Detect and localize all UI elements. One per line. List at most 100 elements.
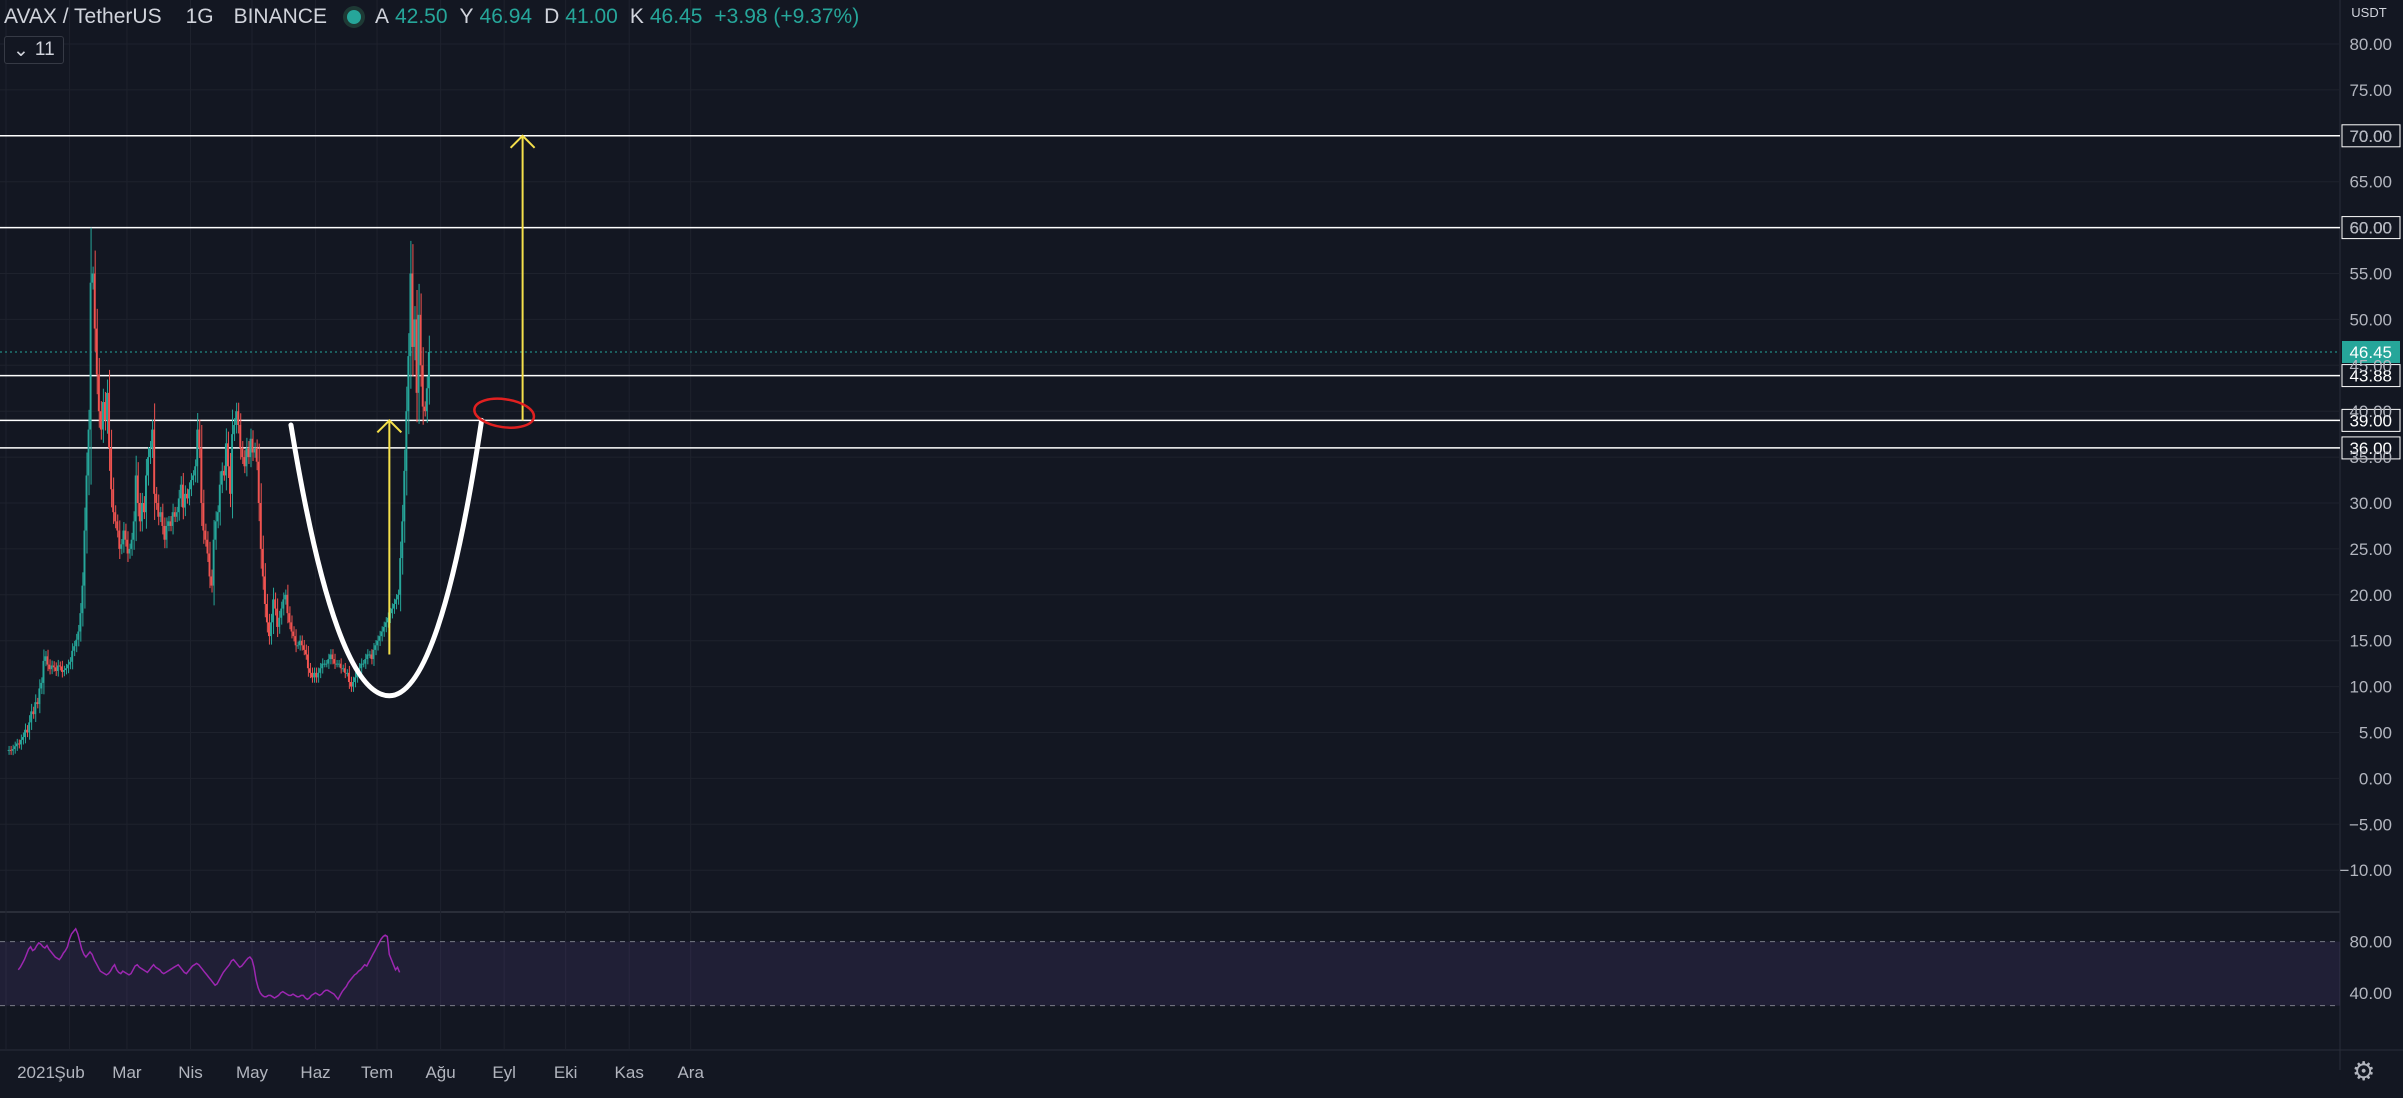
chevron-down-icon: ⌄ [13, 39, 29, 61]
candle-body [67, 664, 69, 669]
interval-label[interactable]: 1G [185, 5, 214, 28]
candle-body [77, 631, 80, 640]
price-axis[interactable]: 80.00 75.00 70.00 65.00 60.00 55.00 50.00 45.00… [2340, 35, 2392, 880]
candle-body [15, 743, 18, 747]
candle-body [56, 665, 59, 671]
candle-body [276, 608, 279, 627]
candle-body [374, 645, 377, 650]
candle-body [183, 493, 186, 508]
candle-body [104, 402, 106, 421]
candle-body [60, 666, 63, 672]
candle-body [89, 282, 92, 430]
candle-body [356, 672, 358, 678]
candle-body [411, 273, 414, 347]
candle-body [177, 498, 180, 513]
y-tick-label: 45.00 [2349, 356, 2392, 375]
candle-body [257, 461, 260, 503]
ohlc-open-value: 42.50 [394, 5, 448, 28]
y-tick-label: 50.00 [2349, 310, 2392, 329]
candle-body [368, 654, 371, 656]
candle-body [87, 429, 90, 476]
candle-body [99, 411, 102, 430]
candle-body [169, 521, 172, 526]
candle-body [19, 739, 22, 745]
time-axis[interactable]: 2021 Şub Mar Nis May Haz Tem Ağu Eyl Eki Kas Ara [17, 1063, 704, 1082]
y-tick-label: 70.00 [2349, 127, 2392, 146]
candle-body [112, 489, 115, 513]
candle-body [413, 319, 416, 347]
highlight-circle [473, 397, 536, 429]
candle-body [22, 737, 24, 740]
candle-body [321, 663, 324, 669]
candle-body [300, 640, 303, 646]
y-tick-label: 40.00 [2349, 402, 2392, 421]
candle-body [405, 411, 408, 471]
candle-body [313, 672, 315, 678]
candle-body [331, 654, 334, 660]
candle-body [212, 539, 215, 586]
level-label-box [2341, 216, 2401, 240]
candle-body [393, 603, 395, 609]
target-arrow-2-head [509, 134, 536, 149]
candle-body [155, 493, 158, 503]
candle-body [274, 599, 276, 609]
y-tick-label: 20.00 [2349, 586, 2392, 605]
candle-body [7, 749, 10, 751]
candle-body [24, 729, 26, 738]
target-arrow-1-head [376, 418, 403, 434]
y-tick-label: 0.00 [2359, 769, 2392, 788]
candle-body [292, 631, 295, 637]
candle-body [140, 503, 143, 522]
x-tick-label: Tem [361, 1063, 393, 1082]
candle-body [233, 424, 235, 435]
candle-body [63, 670, 65, 672]
candle-body [319, 668, 322, 673]
x-tick-label: Ara [677, 1063, 704, 1082]
candle-body [58, 665, 61, 667]
candle-body [352, 682, 354, 687]
level-label: 43.88 [2349, 367, 2392, 386]
candle-body [380, 631, 383, 637]
candle-body [417, 314, 420, 393]
candle-body [181, 484, 184, 508]
price-change: +3.98 (+9.37%) [714, 5, 860, 28]
candle-body [237, 411, 240, 425]
candle-body [42, 660, 45, 683]
x-tick-label: Nis [178, 1063, 203, 1082]
rsi-tick-label: 80.00 [2349, 933, 2392, 952]
candle-body [335, 663, 338, 665]
y-tick-label: −10.00 [2340, 861, 2392, 880]
candle-body [132, 521, 135, 540]
candle-body [294, 636, 297, 646]
candle-body [362, 663, 365, 665]
candle-body [188, 489, 190, 499]
candle-body [9, 749, 12, 751]
rsi-tick-label: 40.00 [2349, 984, 2392, 1003]
candle-body [11, 749, 14, 751]
candle-body [268, 622, 270, 637]
candle-body [241, 447, 244, 458]
candle-body [382, 626, 385, 632]
x-tick-label: Şub [54, 1063, 84, 1082]
chart-grid [0, 0, 2403, 1070]
candle-body [120, 544, 123, 549]
candle-body [302, 645, 305, 650]
x-tick-label: Mar [112, 1063, 142, 1082]
ohlc-open-label: A [374, 5, 389, 28]
candle-body [329, 654, 332, 660]
candle-body [222, 470, 225, 476]
candle-body [243, 457, 246, 467]
candle-body [138, 503, 141, 522]
gear-icon[interactable]: ⚙ [2352, 1056, 2376, 1086]
candle-body [36, 702, 39, 705]
candle-body [71, 650, 74, 662]
ohlc-low-value: 41.00 [565, 5, 618, 28]
symbol-name[interactable]: AVAX / TetherUS [4, 5, 162, 28]
candle-body [151, 429, 153, 448]
candle-body [32, 711, 35, 715]
indicators-toggle-button[interactable]: ⌄ 11 [4, 36, 64, 64]
candle-body [97, 374, 100, 412]
x-tick-label: Ağu [425, 1063, 455, 1082]
candle-body [73, 646, 76, 651]
